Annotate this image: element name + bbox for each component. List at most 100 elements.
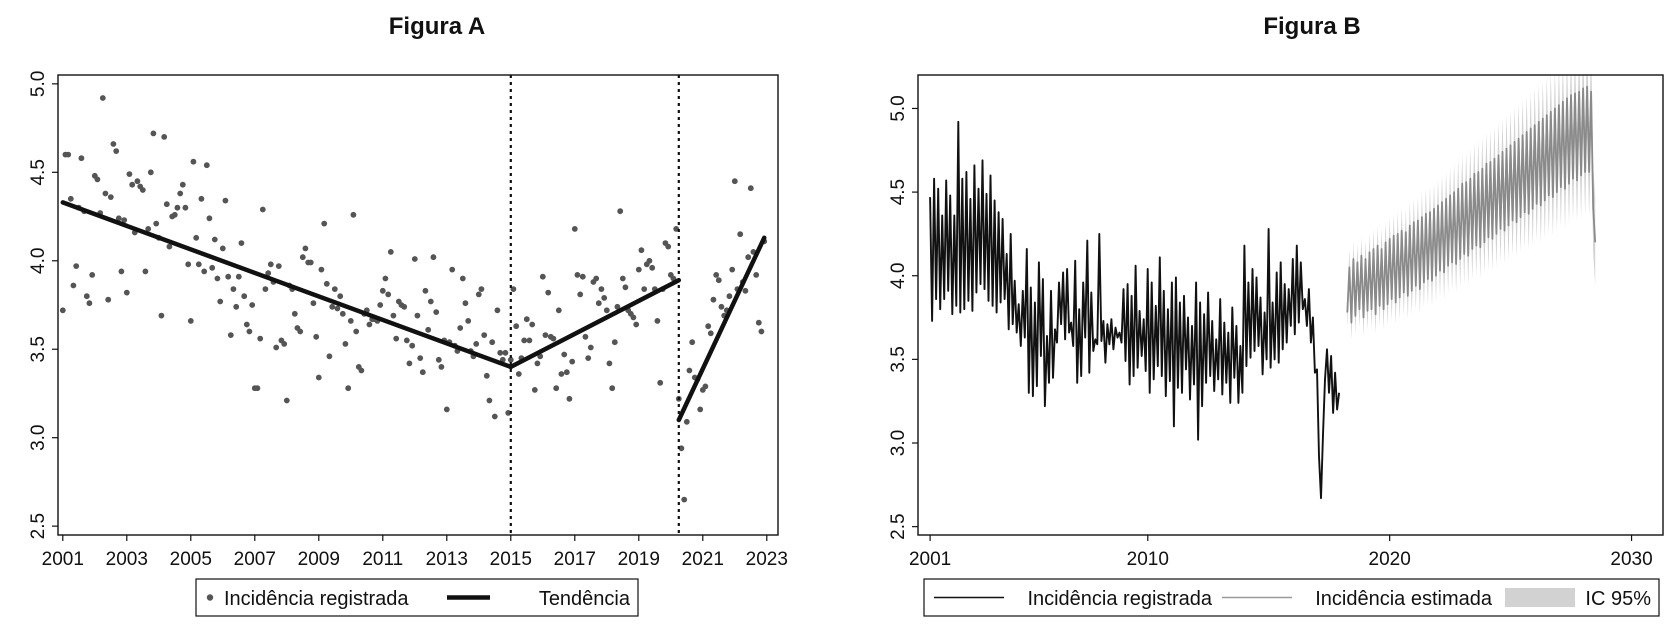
chart-b-y-tick-label: 3.5 [888,346,909,372]
chart-b-plot-content [929,75,1597,500]
chart-a-trend-line [676,235,767,423]
chart-a-data-point [689,339,696,346]
chart-b: Figura B 2001 2010 2020 2030 2.5 3.0 3.5 4.0 4.… [888,13,1664,617]
chart-a-data-point [257,335,264,342]
chart-b-x-tick-label: 2030 [1610,549,1652,570]
chart-a-data-point [489,339,496,346]
chart-a-data-point [715,277,722,284]
chart-a-data-point [569,358,576,365]
chart-a-data-point [755,319,762,326]
chart-a-data-point [102,190,109,197]
chart-a-data-point [353,328,360,335]
chart-a-x-tick-label: 2021 [682,549,724,570]
chart-a-data-point [649,264,656,271]
chart-a-data-point [598,286,605,292]
chart-a-x-tick-label: 2017 [554,549,596,570]
chart-a-data-point [94,176,101,183]
chart-b-y-tick-label: 4.0 [888,263,909,289]
chart-a-data-point [459,275,466,282]
chart-a-data-point [457,325,464,331]
chart-a-data-point [299,254,306,261]
chart-a-data-point [646,257,653,264]
chart-a-data-point [334,305,341,312]
chart-a-data-point [366,321,373,328]
chart-a-data-point [246,328,253,335]
chart-a-data-point [558,371,565,377]
chart-a-data-point [302,245,309,252]
chart-a-x-axis: 2001 2003 2005 2007 2009 2011 2013 2015 2017 2019… [42,535,788,570]
chart-a-data-point [209,264,216,271]
chart-a-data-point [697,406,704,413]
chart-a-data-point [729,266,736,273]
chart-a-data-point [641,286,648,292]
chart-a-y-tick-label: 2.5 [28,513,49,539]
chart-a-y-tick-label: 4.0 [28,248,49,274]
chart-a-data-point [401,303,408,310]
chart-a-data-point [542,332,549,338]
chart-a-x-tick-label: 2011 [362,549,403,570]
chart-a-legend-label-tendencia: Tendência [539,588,631,610]
chart-a-data-point [582,333,589,340]
chart-a-data-point [273,344,280,351]
chart-a-data-point [331,286,338,292]
chart-a-data-point [67,195,74,202]
chart-a-data-point [150,130,157,137]
chart-a-x-tick-label: 2007 [234,549,276,570]
chart-a-data-point [73,263,80,269]
chart-a-data-point [203,162,210,169]
chart-a-data-point [139,187,146,193]
chart-a-data-point [147,169,154,176]
chart-a-data-point [515,371,522,377]
chart-a-data-point [438,364,445,370]
chart-a-x-tick-label: 2019 [618,549,660,570]
chart-a-data-point [393,335,400,342]
chart-b-y-tick-label: 3.0 [888,430,909,456]
chart-a-data-point [315,374,322,381]
chart-a-data-point [726,293,733,300]
chart-a-data-point [182,204,189,211]
chart-a-data-point [526,337,533,344]
chart-a-data-point [681,496,688,503]
chart-a-data-point [217,298,224,305]
chart-a-data-point [171,211,178,218]
chart-a-data-point [233,303,240,310]
chart-a-data-point [163,201,170,208]
chart-a-data-point [622,284,629,291]
chart-a-data-point [491,413,498,420]
chart-a-data-point [339,310,346,317]
chart-a-data-point [321,220,328,227]
chart-a-data-point [579,273,586,280]
chart-a-data-point [78,155,85,162]
chart-a-data-point [390,312,397,319]
chart-a-data-point [134,178,141,185]
chart-a-data-point [614,303,621,310]
chart-a-legend: Incidência registrada Tendência [195,578,639,617]
chart-a-data-point [409,342,416,349]
chart-a-data-point [443,406,450,413]
chart-a-x-tick-label: 2009 [298,549,340,570]
chart-a-data-point [174,204,181,211]
chart-a-plot-frame [57,74,779,536]
chart-a-data-point [422,287,429,294]
chart-a-data-point [731,178,738,185]
chart-a-legend-label-registrada: Incidência registrada [224,588,409,610]
chart-a-data-point [161,134,168,140]
chart-a-data-point [110,141,117,147]
chart-a-data-point [201,268,208,275]
chart-a-data-point [497,349,504,356]
chart-a-data-point [665,243,672,250]
chart-a-data-point [70,282,77,289]
chart-a-data-point [225,273,232,280]
chart-a-data-point [358,367,365,374]
chart-b-legend: Incidência registrada Incidência estimad… [923,578,1660,617]
chart-a-data-point [419,369,426,376]
chart-a-data-point [230,286,237,292]
chart-a-data-point [534,360,541,367]
chart-a-data-point [521,337,528,344]
chart-a-data-point [350,211,357,218]
chart-a-data-point [630,314,637,321]
chart-a-data-point [126,171,133,178]
chart-a-data-point [475,291,482,298]
chart-a-data-point [609,385,616,392]
chart-a-y-tick-label: 5.0 [28,71,49,97]
